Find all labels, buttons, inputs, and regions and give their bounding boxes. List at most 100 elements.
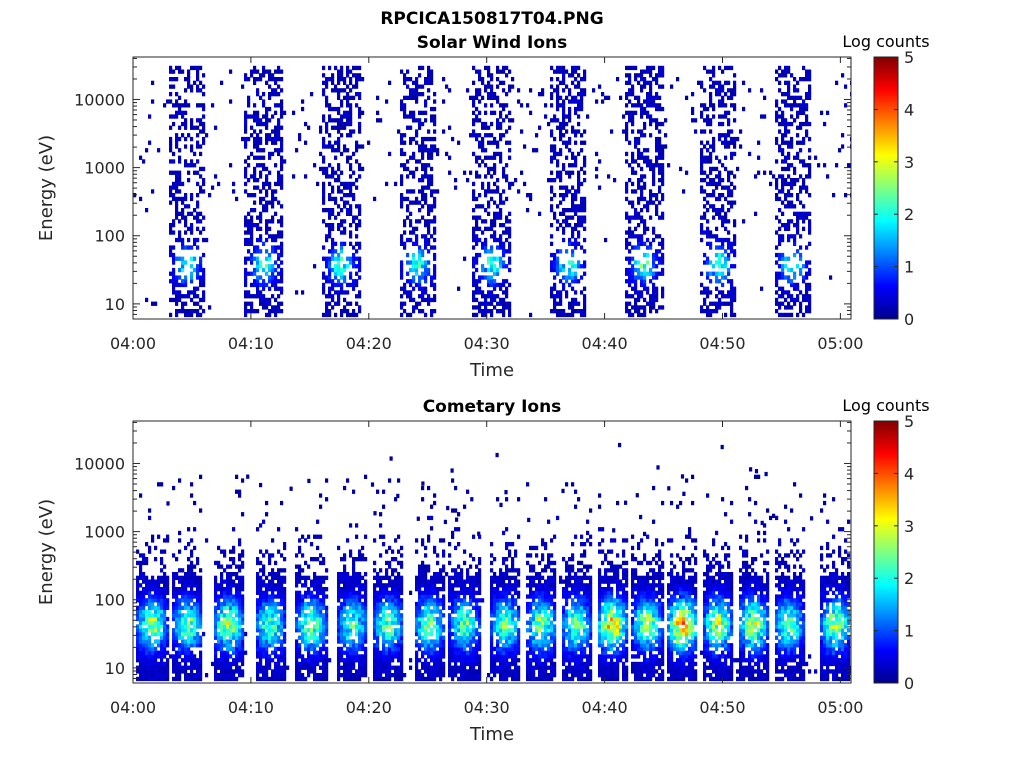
spectrogram-cell — [790, 294, 794, 299]
spectrogram-cell — [154, 669, 158, 674]
spectrogram-cell — [652, 301, 656, 306]
spectrogram-cell — [241, 616, 245, 622]
spectrogram-cell — [580, 200, 584, 205]
spectrogram-cell — [256, 605, 260, 610]
spectrogram-cell — [151, 624, 155, 629]
spectrogram-cell — [229, 609, 233, 614]
spectrogram-cell — [214, 613, 218, 618]
spectrogram-cell — [196, 286, 200, 291]
spectrogram-cell — [259, 237, 263, 243]
spectrogram-cell — [661, 237, 665, 243]
spectrogram-cell — [298, 613, 302, 618]
spectrogram-cell — [661, 290, 665, 295]
spectrogram-cell — [241, 613, 245, 618]
spectrogram-cell — [790, 106, 794, 112]
spectrogram-cell — [280, 106, 284, 112]
spectrogram-cell — [631, 129, 635, 134]
spectrogram-cell — [481, 95, 485, 100]
spectrogram-cell — [565, 279, 569, 284]
spectrogram-cell — [775, 260, 779, 265]
spectrogram-cell — [175, 294, 179, 299]
spectrogram-cell — [580, 290, 584, 295]
spectrogram-cell — [484, 110, 488, 115]
spectrogram-cell — [184, 676, 188, 682]
spectrogram-cell — [241, 579, 245, 584]
spectrogram-cell — [274, 601, 278, 607]
spectrogram-cell — [487, 294, 491, 299]
spectrogram-cell — [793, 170, 797, 175]
spectrogram-cell — [547, 121, 551, 127]
spectrogram-cell — [355, 178, 359, 183]
spectrogram-cell — [184, 613, 188, 618]
spectrogram-cell — [508, 84, 512, 89]
spectrogram-cell — [583, 159, 587, 164]
spectrogram-cell — [796, 155, 800, 160]
spectrogram-cell — [418, 65, 422, 71]
spectrogram-cell — [169, 65, 173, 71]
spectrogram-cell — [775, 301, 779, 306]
spectrogram-cell — [145, 542, 149, 547]
spectrogram-cell — [265, 512, 269, 517]
spectrogram-cell — [355, 249, 359, 254]
spectrogram-cell — [340, 65, 344, 71]
spectrogram-cell — [139, 553, 143, 558]
spectrogram-cell — [502, 65, 506, 71]
spectrogram-cell — [496, 301, 500, 306]
spectrogram-cell — [271, 587, 275, 592]
spectrogram-cell — [634, 260, 638, 265]
spectrogram-cell — [166, 669, 170, 674]
spectrogram-cell — [340, 99, 344, 104]
spectrogram-cell — [634, 144, 638, 149]
spectrogram-cell — [706, 118, 710, 123]
spectrogram-cell — [433, 189, 437, 194]
spectrogram-cell — [193, 620, 197, 625]
spectrogram-cell — [718, 264, 722, 269]
spectrogram-cell — [424, 136, 428, 142]
spectrogram-cell — [163, 609, 167, 614]
spectrogram-cell — [634, 275, 638, 280]
spectrogram-cell — [214, 676, 218, 682]
spectrogram-cell — [148, 545, 152, 551]
spectrogram-cell — [361, 77, 365, 82]
spectrogram-cell — [580, 106, 584, 112]
spectrogram-cell — [346, 92, 350, 97]
spectrogram-cell — [157, 590, 161, 595]
spectrogram-cell — [262, 148, 266, 153]
spectrogram-cell — [709, 245, 713, 250]
spectrogram-cell — [703, 159, 707, 164]
spectrogram-cell — [229, 587, 233, 592]
spectrogram-cell — [574, 297, 578, 303]
spectrogram-cell — [733, 294, 737, 299]
spectrogram-cell — [475, 215, 479, 220]
spectrogram-cell — [136, 609, 140, 614]
spectrogram-cell — [655, 252, 659, 258]
spectrogram-cell — [568, 237, 572, 243]
spectrogram-cell — [193, 673, 197, 678]
spectrogram-cell — [277, 309, 281, 314]
spectrogram-cell — [181, 309, 185, 314]
spectrogram-cell — [562, 208, 566, 213]
spectrogram-cell — [706, 159, 710, 164]
spectrogram-cell — [250, 125, 254, 130]
spectrogram-cell — [775, 103, 779, 108]
spectrogram-cell — [172, 579, 176, 584]
spectrogram-cell — [703, 88, 707, 93]
spectrogram-cell — [487, 69, 491, 74]
spectrogram-cell — [679, 166, 683, 172]
spectrogram-cell — [316, 598, 320, 603]
spectrogram-cell — [223, 665, 227, 670]
spectrogram-cell — [193, 579, 197, 584]
spectrogram-cell — [406, 204, 410, 209]
spectrogram-cell — [220, 646, 224, 652]
spectrogram-cell — [499, 103, 503, 108]
spectrogram-cell — [193, 125, 197, 130]
spectrogram-cell — [187, 290, 191, 295]
spectrogram-cell — [787, 204, 791, 209]
spectrogram-cell — [145, 579, 149, 584]
spectrogram-cell — [412, 80, 416, 85]
spectrogram-cell — [400, 103, 404, 108]
spectrogram-cell — [244, 166, 248, 172]
spectrogram-cell — [250, 301, 254, 306]
spectrogram-cell — [178, 620, 182, 625]
